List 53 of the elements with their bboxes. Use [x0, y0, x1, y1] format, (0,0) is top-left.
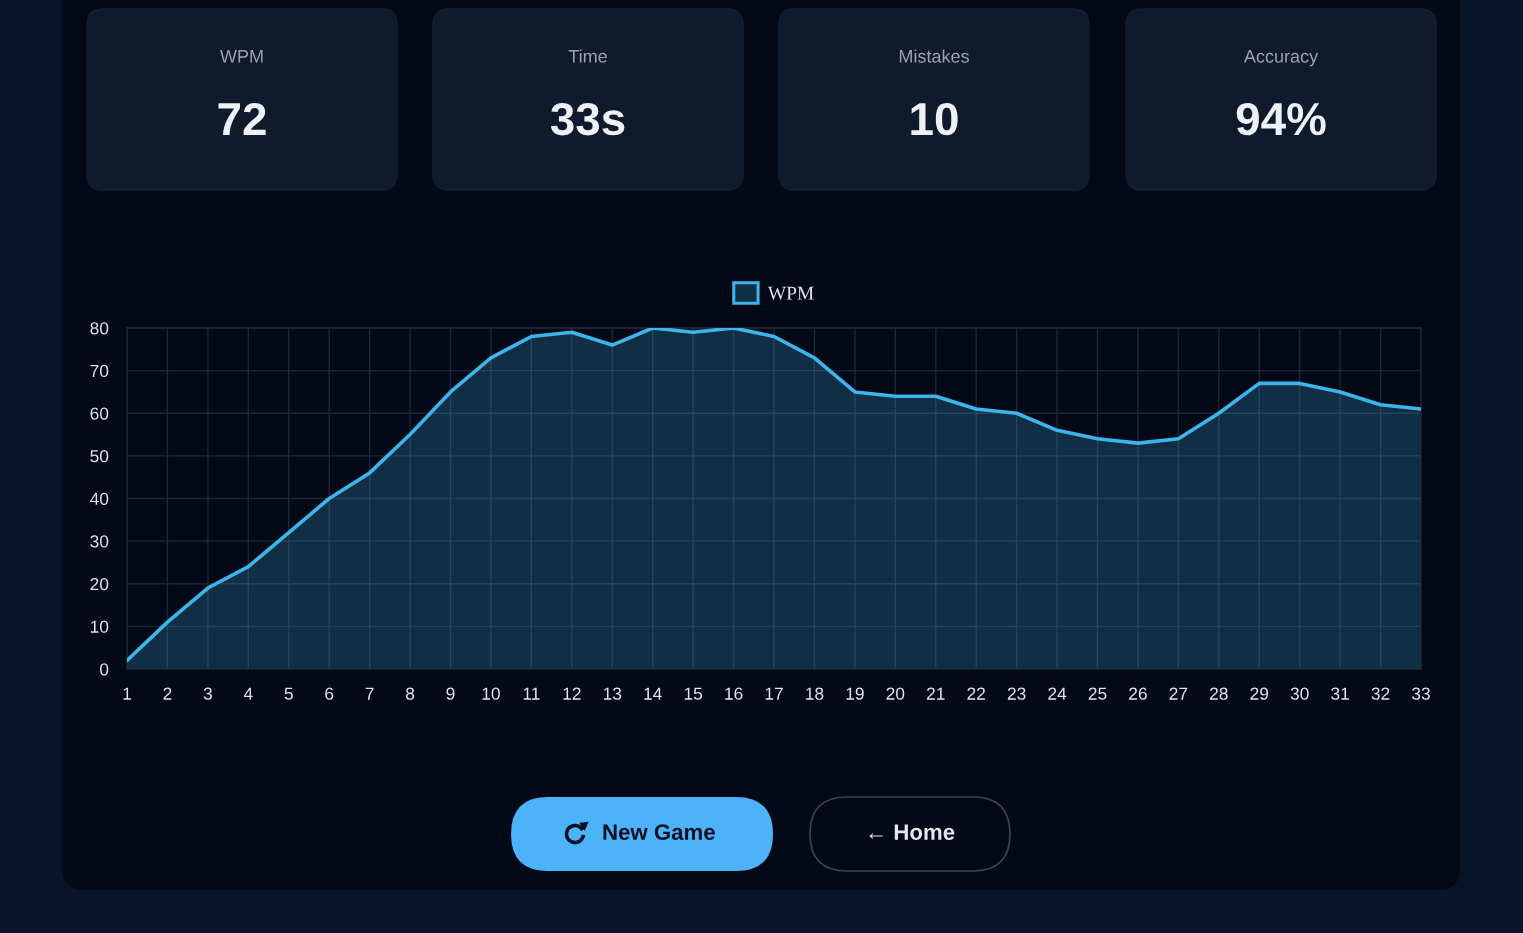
y-tick-label: 40	[90, 492, 109, 505]
y-tick-label: 0	[99, 663, 109, 676]
x-tick-label: 24	[1048, 687, 1067, 700]
x-tick-label: 32	[1371, 687, 1390, 700]
x-tick-label: 26	[1129, 687, 1147, 700]
x-tick-label: 23	[1007, 687, 1026, 700]
text: 94%	[1236, 102, 1326, 136]
x-tick-label: 10	[482, 687, 500, 700]
text: Accuracy	[1243, 50, 1319, 67]
x-tick-label: 4	[243, 687, 253, 700]
text: New Game	[603, 824, 715, 840]
y-tick-label: 60	[90, 407, 109, 420]
y-tick-label: 20	[90, 577, 109, 591]
x-tick-label: 15	[684, 687, 703, 700]
x-tick-label: 29	[1250, 687, 1269, 700]
x-tick-label: 21	[926, 687, 945, 700]
x-tick-label: 2	[163, 687, 172, 700]
y-tick-label: 80	[90, 322, 109, 335]
x-tick-label: 18	[806, 687, 824, 700]
x-tick-label: 11	[523, 687, 540, 700]
text: ← Home	[869, 824, 955, 840]
x-tick-label: 7	[365, 687, 374, 700]
x-tick-label: 28	[1210, 687, 1228, 700]
text: 33s	[550, 102, 625, 136]
y-tick-label: 30	[90, 535, 109, 548]
x-tick-label: 16	[725, 687, 743, 700]
y-tick-label: 50	[90, 450, 109, 463]
x-tick-label: 12	[563, 687, 581, 700]
x-tick-label: 13	[603, 687, 622, 700]
legend-label: WPM	[767, 286, 814, 300]
text: WPM	[220, 50, 263, 63]
x-tick-label: 17	[765, 687, 783, 700]
x-tick-label: 1	[123, 687, 131, 700]
x-tick-label: 19	[846, 687, 864, 700]
y-tick-label: 10	[90, 620, 109, 633]
x-tick-label: 9	[446, 687, 455, 700]
x-tick-label: 14	[644, 687, 662, 700]
x-tick-label: 6	[325, 687, 334, 700]
x-tick-label: 3	[203, 687, 212, 700]
x-tick-label: 8	[405, 687, 415, 700]
x-tick-label: 30	[1290, 687, 1309, 700]
text: 72	[218, 102, 266, 135]
text: Time	[568, 49, 607, 63]
x-tick-label: 22	[967, 687, 985, 700]
y-tick-label: 70	[90, 364, 109, 378]
text: Mistakes	[899, 49, 969, 63]
x-tick-label: 33	[1412, 687, 1430, 700]
text: 10	[911, 102, 958, 136]
x-tick-label: 5	[284, 687, 293, 700]
x-tick-label: 20	[886, 687, 905, 700]
x-tick-label: 25	[1088, 687, 1107, 700]
x-tick-label: 27	[1169, 687, 1188, 700]
x-tick-label: 31	[1331, 687, 1349, 700]
